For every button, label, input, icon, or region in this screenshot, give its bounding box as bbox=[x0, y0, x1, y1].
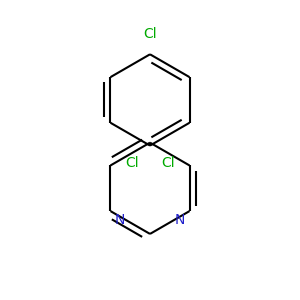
Text: Cl: Cl bbox=[125, 155, 139, 170]
Text: Cl: Cl bbox=[161, 155, 175, 170]
Text: N: N bbox=[115, 213, 125, 226]
Text: N: N bbox=[175, 213, 185, 226]
Text: Cl: Cl bbox=[143, 27, 157, 41]
